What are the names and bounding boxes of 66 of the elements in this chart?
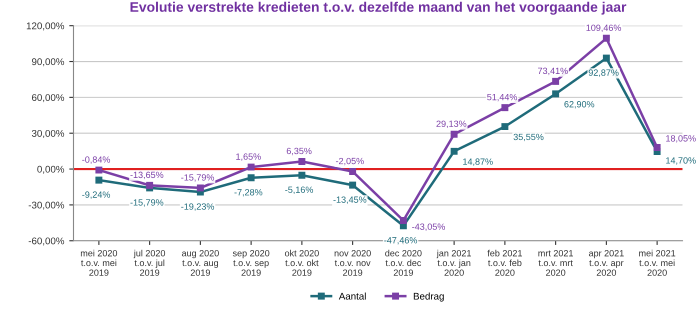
point <box>298 172 306 179</box>
data-label: -0,84% <box>82 156 110 164</box>
y-tick-label: -30,00% <box>28 202 64 210</box>
x-tick-label: dec 2020 t.o.v. dec 2019 <box>385 250 422 276</box>
point <box>95 176 102 184</box>
data-label: 14,87% <box>463 158 493 166</box>
point <box>298 158 306 165</box>
x-tick-label: nov 2020 t.o.v. nov 2019 <box>334 250 371 276</box>
x-tick-label: jul 2020 t.o.v. jul 2019 <box>134 250 166 276</box>
x-tick-label: sep 2020 t.o.v. sep 2019 <box>232 250 270 276</box>
point <box>450 148 458 155</box>
point <box>146 182 154 189</box>
data-label: 6,35% <box>286 148 312 156</box>
point <box>602 54 610 62</box>
data-label: -47,46% <box>384 237 418 245</box>
x-tick-label: apr 2021 t.o.v. apr 2020 <box>588 250 624 276</box>
point <box>654 144 661 151</box>
point <box>552 90 560 98</box>
data-label: -2,05% <box>336 158 364 166</box>
data-label: -9,24% <box>82 191 110 199</box>
point <box>501 123 508 130</box>
x-tick-label: mei 2020 t.o.v. mei 2019 <box>80 250 118 276</box>
point <box>248 174 255 182</box>
point <box>349 168 356 175</box>
data-label: -13,65% <box>130 172 164 180</box>
y-tick-label: 120,00% <box>26 22 64 30</box>
data-label: 1,65% <box>236 153 261 161</box>
point <box>248 164 255 171</box>
x-tick-label: feb 2021 t.o.v. feb 2020 <box>487 250 522 276</box>
y-tick-label: 30,00% <box>32 130 64 138</box>
chart-title: Evolutie verstrekte kredieten t.o.v. dezelfde maand van het voorgaande jaar <box>130 2 626 15</box>
y-tick-label: 60,00% <box>32 94 64 102</box>
point <box>349 182 356 189</box>
x-tick-label: mei 2021 t.o.v. mei 2020 <box>639 250 676 276</box>
point <box>196 184 204 192</box>
data-label: -13,45% <box>333 196 366 204</box>
data-label: 18,05% <box>666 135 696 143</box>
data-label: -5,16% <box>285 186 314 194</box>
point <box>400 217 407 224</box>
data-label: -15,79% <box>130 199 164 207</box>
point <box>450 130 458 138</box>
y-tick-label: 90,00% <box>32 58 64 66</box>
point <box>552 78 560 85</box>
data-label: 35,55% <box>514 134 544 142</box>
data-label: 14,70% <box>666 157 696 165</box>
data-label: 73,41% <box>538 68 568 76</box>
data-label: -15,79% <box>181 174 214 182</box>
legend-label: Bedrag <box>414 292 444 302</box>
y-tick-label: 0,00% <box>37 166 64 174</box>
x-tick-label: mrt 2021 t.o.v. mrt 2020 <box>538 250 573 276</box>
y-tick-label: -60,00% <box>28 237 64 246</box>
data-label: 62,90% <box>564 101 594 109</box>
data-label: -7,28% <box>234 189 262 197</box>
data-label: -43,05% <box>412 223 446 231</box>
point <box>95 166 102 174</box>
x-tick-label: aug 2020 t.o.v. aug 2019 <box>182 250 219 276</box>
data-label: 92,87% <box>588 69 619 77</box>
data-label: 51,44% <box>487 94 518 102</box>
legend-label: Aantal <box>338 292 366 300</box>
data-label: -19,23% <box>181 203 214 211</box>
point <box>602 34 610 42</box>
data-label: 29,13% <box>436 120 466 128</box>
x-tick-label: jan 2021 t.o.v. jan 2020 <box>436 250 472 276</box>
x-tick-label: okt 2020 t.o.v. okt 2019 <box>284 250 319 276</box>
data-label: 109,46% <box>586 24 622 32</box>
point <box>501 104 508 112</box>
